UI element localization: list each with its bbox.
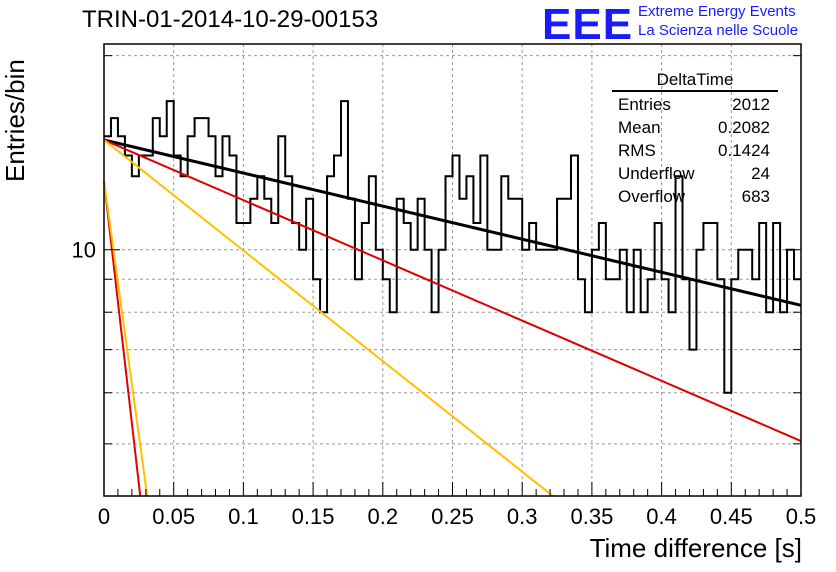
stats-value: 2012 <box>732 95 770 114</box>
fit-line-1 <box>103 139 802 442</box>
histogram-series <box>104 100 801 394</box>
x-tick-label: 0.2 <box>368 504 399 529</box>
x-tick-label: 0 <box>98 504 110 529</box>
fit-line-4 <box>103 180 149 497</box>
stats-value: 0.1424 <box>718 141 770 160</box>
x-tick-label: 0.35 <box>570 504 613 529</box>
grid-lines <box>104 44 801 496</box>
y-axis-label: Entries/bin <box>0 59 30 182</box>
y-tick-label: 10 <box>72 238 96 263</box>
stats-row-underflow: Underflow 24 <box>612 162 778 185</box>
axis-ticks <box>103 55 802 496</box>
org-name-line1: Extreme Energy Events <box>638 3 796 20</box>
stats-label: Entries <box>618 95 671 114</box>
stats-label: Overflow <box>618 187 686 206</box>
histogram-steps <box>104 100 801 394</box>
fit-line-2 <box>103 139 554 497</box>
stats-box: DeltaTime Entries 2012 Mean 0.2082 RMS 0… <box>612 70 778 208</box>
x-tick-label: 0.3 <box>507 504 538 529</box>
x-tick-label: 0.05 <box>152 504 195 529</box>
stats-value: 24 <box>751 164 770 183</box>
stats-label: RMS <box>618 141 656 160</box>
stats-value: 0.2082 <box>718 118 770 137</box>
stats-label: Underflow <box>618 164 695 183</box>
x-tick-label: 0.5 <box>786 504 817 529</box>
stats-label: Mean <box>618 118 661 137</box>
stats-row-mean: Mean 0.2082 <box>612 116 778 139</box>
fit-lines <box>103 138 802 497</box>
x-axis-label: Time difference [s] <box>589 533 802 563</box>
stats-row-rms: RMS 0.1424 <box>612 139 778 162</box>
stats-row-entries: Entries 2012 <box>612 93 778 116</box>
fit-line-3 <box>103 180 142 497</box>
eee-logo: EEE <box>542 0 634 49</box>
org-name-line2: La Scienza nelle Scuole <box>638 22 799 39</box>
stats-row-overflow: Overflow 683 <box>612 185 778 208</box>
stats-title: DeltaTime <box>612 70 778 92</box>
stats-value: 683 <box>741 187 770 206</box>
tick-labels: 0 0.05 0.1 0.15 0.2 0.25 0.3 0.35 0.4 0.45 0.5 10 <box>72 238 817 529</box>
x-tick-label: 0.15 <box>292 504 335 529</box>
x-tick-label: 0.1 <box>228 504 259 529</box>
fit-line-0 <box>103 138 802 307</box>
x-tick-label: 0.45 <box>710 504 753 529</box>
chart-title: TRIN-01-2014-10-29-00153 <box>82 6 379 33</box>
x-tick-label: 0.4 <box>646 504 677 529</box>
x-tick-label: 0.25 <box>431 504 474 529</box>
